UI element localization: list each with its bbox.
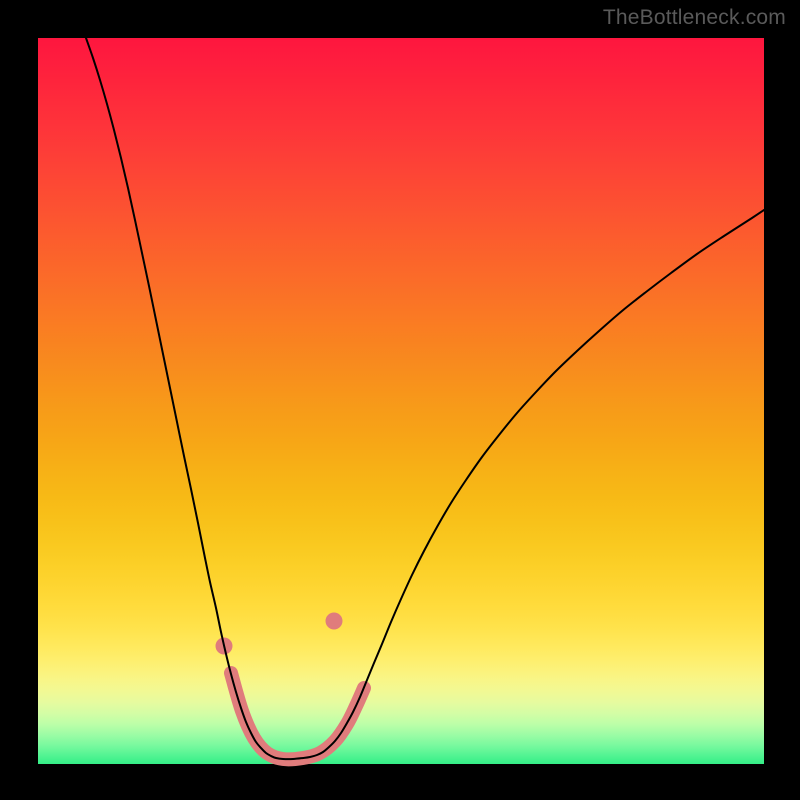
highlight-dot xyxy=(326,613,343,630)
plot-background xyxy=(38,38,764,764)
bottleneck-chart xyxy=(0,0,800,800)
